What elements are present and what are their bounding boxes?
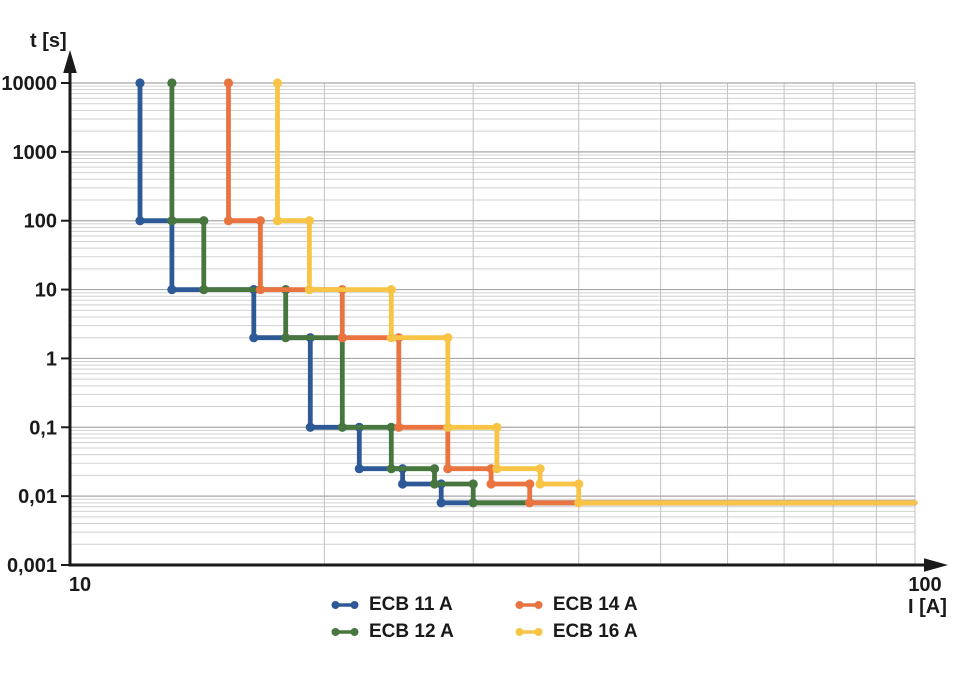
series-point [436, 498, 446, 508]
series-point [305, 422, 315, 432]
series-point [249, 333, 259, 343]
series-point [304, 216, 314, 226]
legend-marker-ecb-12a-icon [331, 628, 359, 636]
series-point [386, 464, 396, 474]
y-tick-label: 1 [46, 348, 57, 370]
series-point [443, 333, 453, 343]
series-point [199, 285, 209, 295]
legend-marker-ecb-11a-icon [331, 601, 359, 609]
legend-marker-ecb-14a-icon [515, 601, 543, 609]
series-point [199, 216, 209, 226]
series-point [386, 422, 396, 432]
series-point [492, 422, 502, 432]
legend-item-ecb-14a: ECB 14 A [514, 594, 638, 616]
legend-label-ecb-12a: ECB 12 A [369, 621, 454, 642]
series-point [574, 498, 584, 508]
series-point [468, 479, 478, 489]
y-tick-label: 10 [35, 280, 57, 302]
series-point [272, 216, 283, 226]
legend-item-ecb-12a: ECB 12 A [330, 621, 454, 643]
y-tick-label: 0,01 [18, 486, 57, 508]
series-point [255, 216, 265, 226]
y-axis-arrow-icon [63, 50, 77, 73]
series-point [167, 78, 177, 88]
series-point [486, 479, 496, 489]
series-point [525, 498, 535, 508]
y-tick-label: 0,1 [29, 417, 57, 439]
legend-label-ecb-16a: ECB 16 A [552, 621, 638, 642]
legend-item-ecb-16a: ECB 16 A [514, 621, 638, 643]
series-point [535, 464, 545, 474]
series-point [135, 216, 145, 226]
series-point [535, 479, 545, 489]
legend-marker-ecb-16a-icon [515, 628, 543, 636]
series-point [429, 464, 440, 474]
x-tick-label: 100 [908, 574, 941, 596]
y-axis-title: t [s] [30, 30, 67, 52]
legend-item-ecb-11a: ECB 11 A [330, 594, 454, 616]
series-point [223, 78, 234, 88]
x-axis-title: I [A] [908, 596, 947, 618]
series-point [398, 479, 408, 489]
series-point [429, 479, 440, 489]
series-point [135, 78, 145, 88]
series-point [337, 422, 347, 432]
y-tick-label: 10000 [1, 73, 57, 95]
series-point [281, 333, 291, 343]
legend-label-ecb-14a: ECB 14 A [552, 594, 638, 615]
series-point [272, 78, 283, 88]
x-tick-label: 10 [69, 574, 91, 596]
y-tick-label: 1000 [13, 142, 58, 164]
y-tick-label: 100 [24, 211, 57, 233]
series-point [386, 333, 396, 343]
series-point [304, 285, 314, 295]
series-point [223, 216, 234, 226]
legend: ECB 11 A ECB 14 A ECB 12 A ECB 16 A [330, 594, 638, 643]
series-point [443, 464, 453, 474]
series-point [468, 498, 478, 508]
x-axis-arrow-icon [924, 558, 948, 572]
series-point [492, 464, 502, 474]
y-tick-label: 0,001 [7, 555, 57, 577]
series-point [574, 479, 584, 489]
series-point [255, 285, 265, 295]
series-point [443, 422, 453, 432]
series-point [337, 333, 347, 343]
series-point [525, 479, 535, 489]
series-point [354, 464, 364, 474]
series-point [394, 422, 404, 432]
series-point [167, 216, 177, 226]
series-point [167, 285, 177, 295]
legend-label-ecb-11a: ECB 11 A [369, 594, 453, 615]
series-point [386, 285, 396, 295]
